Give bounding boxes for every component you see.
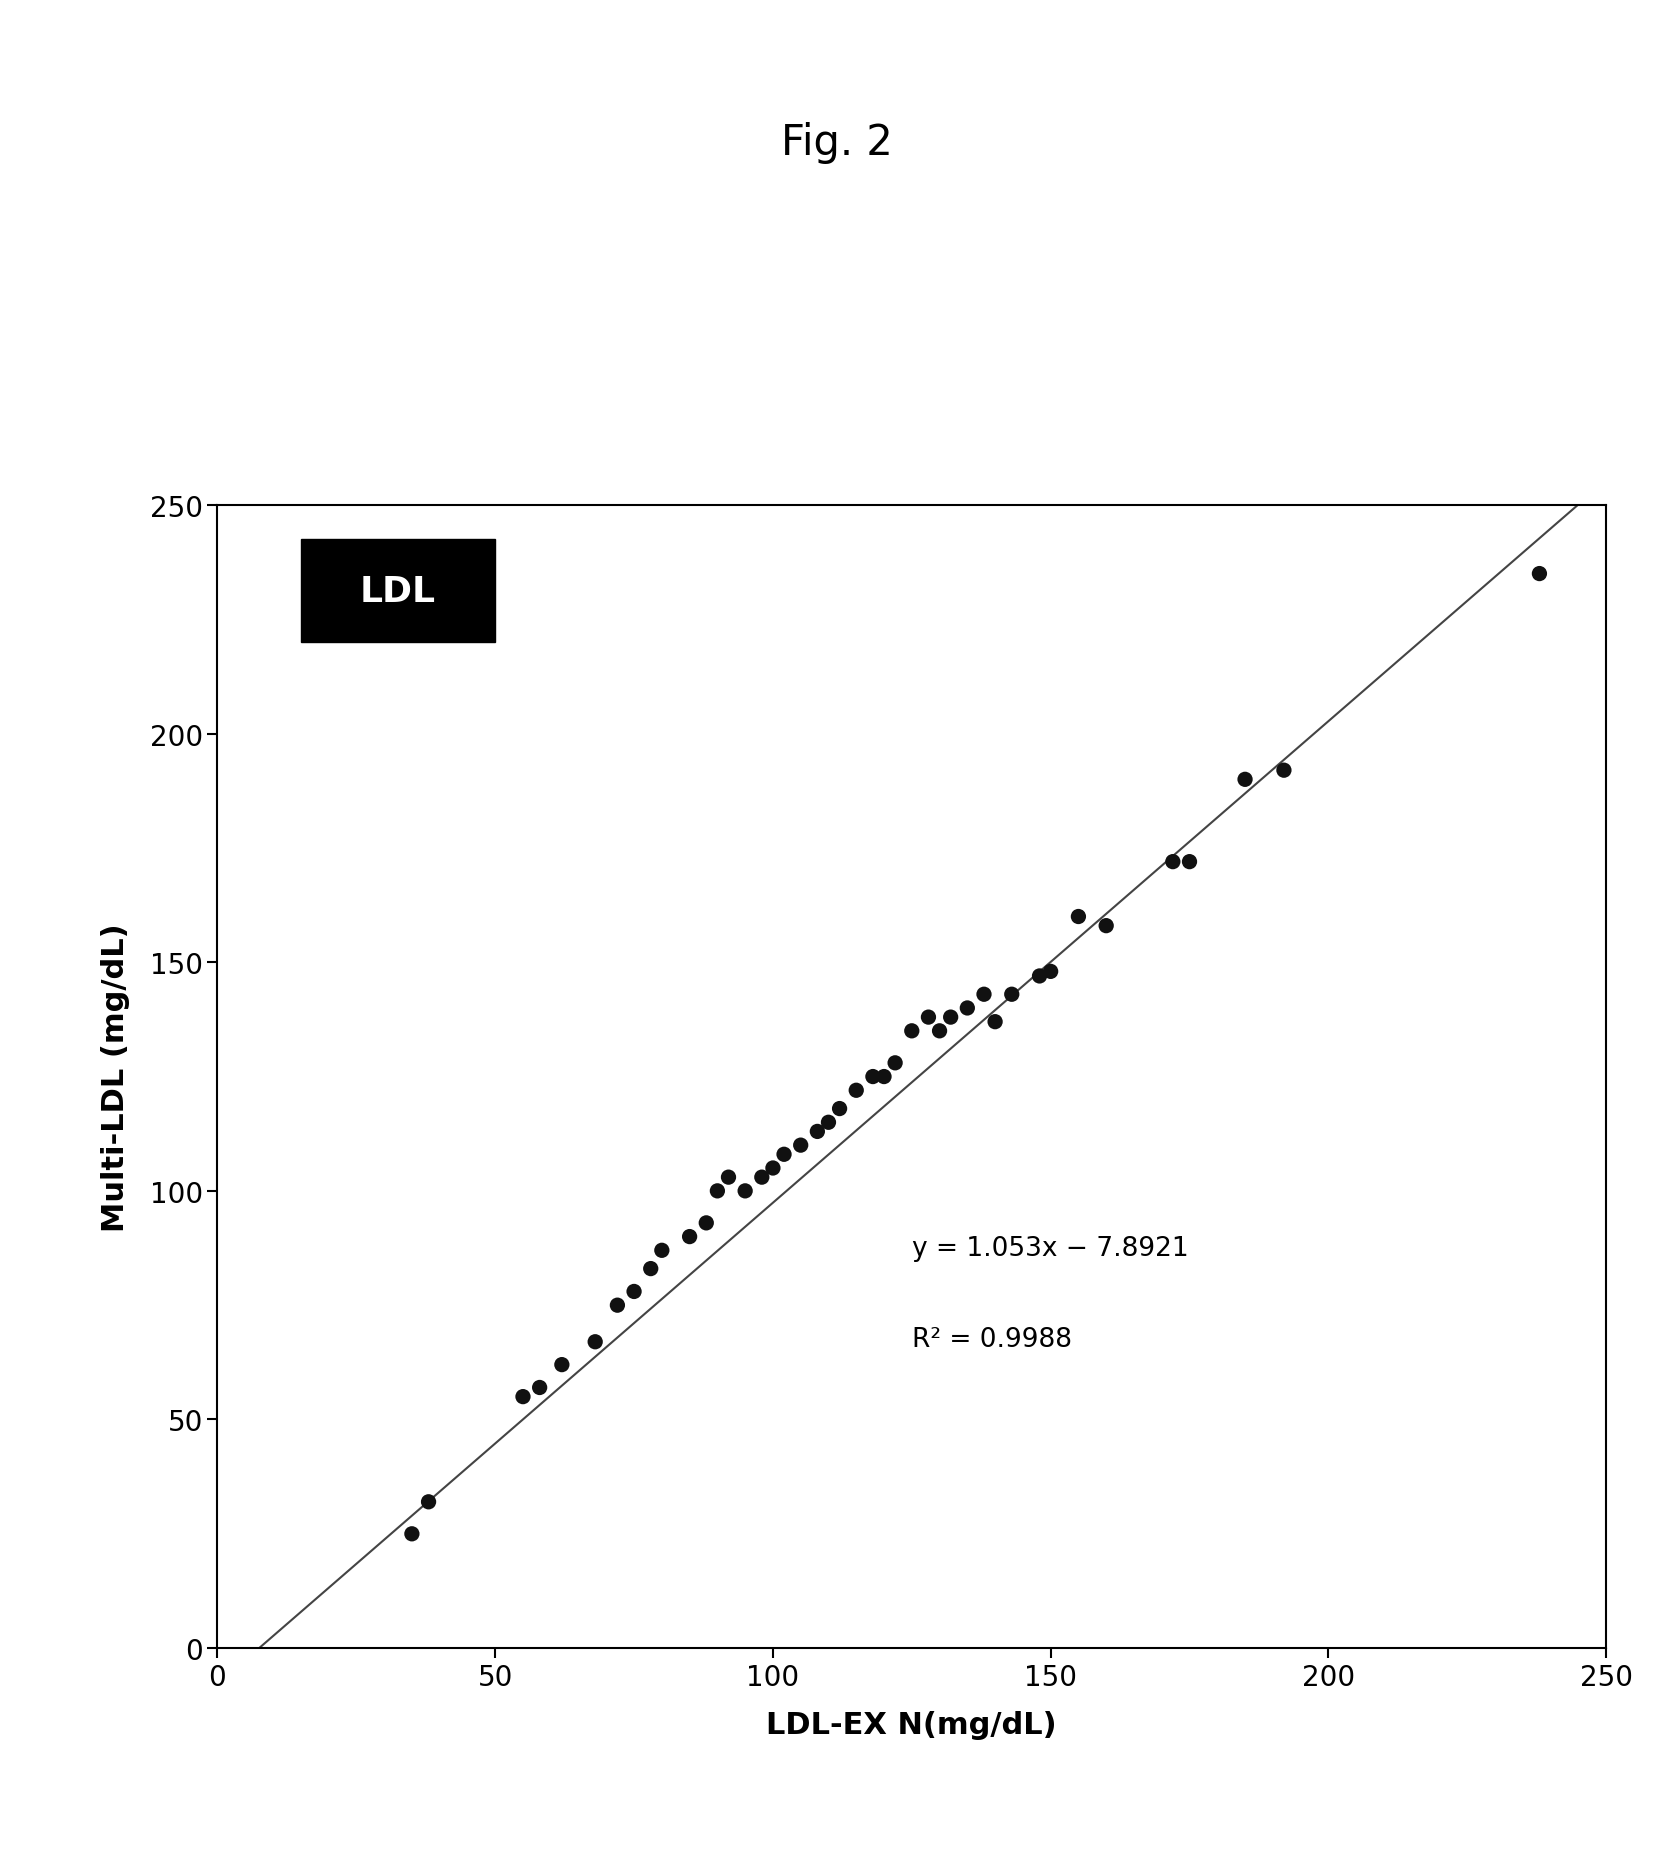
Point [637,1253,664,1283]
Point [1037,957,1064,987]
Point [510,1382,537,1412]
Text: LDL: LDL [360,575,437,609]
Point [1231,764,1258,794]
Point [898,1017,925,1047]
Point [415,1487,442,1517]
Point [788,1131,815,1161]
Point [999,980,1026,1010]
Point [621,1277,647,1307]
Point [714,1163,741,1193]
Point [760,1154,786,1184]
Point [870,1062,897,1092]
Point [860,1062,887,1092]
Point [927,1017,954,1047]
Point [937,1002,964,1032]
Text: R² = 0.9988: R² = 0.9988 [912,1326,1072,1352]
Point [527,1373,554,1403]
Point [582,1328,609,1358]
Point [1526,560,1553,590]
Point [970,980,997,1010]
Point [1176,847,1203,877]
Point [676,1221,703,1251]
FancyBboxPatch shape [301,539,495,642]
Text: Fig. 2: Fig. 2 [781,122,892,163]
Point [1026,961,1052,991]
Point [954,993,980,1023]
Point [826,1094,853,1124]
Point [1066,903,1092,933]
Point [748,1163,775,1193]
Point [982,1008,1009,1038]
Point [915,1002,942,1032]
Point [1270,757,1297,787]
Point [882,1049,908,1079]
Point [549,1350,576,1380]
Point [771,1139,798,1169]
X-axis label: LDL-EX N(mg/dL): LDL-EX N(mg/dL) [766,1710,1057,1740]
Point [731,1176,758,1206]
Point [843,1075,870,1105]
Point [1159,847,1186,877]
Point [815,1107,842,1137]
Point [704,1176,731,1206]
Point [693,1208,719,1238]
Point [398,1519,425,1549]
Point [649,1236,676,1266]
Point [1092,910,1119,940]
Text: y = 1.053x − 7.8921: y = 1.053x − 7.8921 [912,1236,1188,1261]
Point [805,1116,831,1146]
Y-axis label: Multi-LDL (mg/dL): Multi-LDL (mg/dL) [102,923,130,1231]
Point [604,1290,631,1320]
